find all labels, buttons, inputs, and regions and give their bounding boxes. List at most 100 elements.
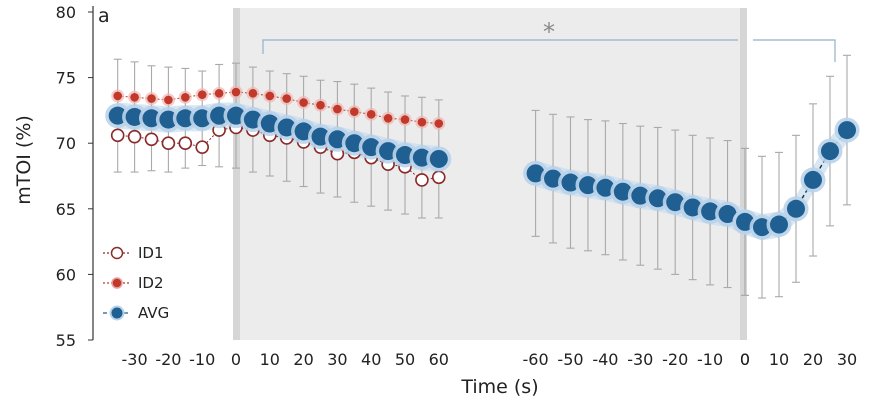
avg-point: [176, 109, 195, 128]
avg-point: [804, 170, 822, 189]
x-tick-label: -60: [523, 350, 549, 369]
avg-point: [429, 149, 448, 168]
avg-point: [561, 173, 580, 192]
avg-point: [718, 205, 737, 224]
significance-bracket-left: [262, 39, 738, 54]
id2-point: [164, 95, 173, 105]
id2-point: [248, 89, 258, 98]
avg-point: [838, 121, 856, 140]
avg-point: [159, 110, 178, 129]
data-point-layer: [105, 85, 860, 240]
x-tick-label: 20: [803, 350, 823, 369]
id2-point: [265, 91, 275, 101]
avg-point: [108, 106, 127, 125]
id1-point: [195, 140, 209, 154]
avg-point: [666, 193, 685, 212]
avg-point: [578, 176, 597, 195]
id1-point: [178, 136, 193, 150]
x-tick-label: 50: [395, 350, 415, 369]
id2-point: [130, 92, 139, 102]
avg-point: [648, 189, 667, 208]
avg-point: [770, 215, 788, 234]
avg-point: [753, 218, 771, 237]
id2-point: [434, 119, 444, 128]
avg-point: [613, 182, 632, 201]
avg-point: [596, 178, 615, 197]
id1-point: [415, 173, 429, 187]
id2-point: [417, 117, 427, 127]
legend-id2-label: ID2: [138, 274, 164, 292]
id2-point: [197, 90, 207, 99]
x-tick-label: 10: [769, 350, 789, 369]
x-tick-label: 30: [327, 350, 347, 369]
avg-point: [142, 109, 161, 128]
x-tick-label: -30: [122, 350, 148, 369]
id2-point: [333, 104, 342, 114]
avg-point: [193, 109, 212, 128]
id2-point: [147, 94, 156, 103]
id1-point: [110, 128, 125, 143]
x-tick-label: -40: [592, 350, 618, 369]
avg-point: [412, 148, 431, 167]
avg-point: [396, 146, 414, 165]
y-tick-label: 70: [56, 134, 76, 153]
significance-bracket-right: [753, 39, 836, 62]
legend-avg-label: AVG: [138, 304, 169, 322]
id2-point: [383, 113, 393, 123]
x-tick-label: -10: [189, 350, 215, 369]
id2-point: [299, 98, 308, 107]
x-tick-label: 10: [260, 350, 280, 369]
y-tick-label: 55: [56, 331, 76, 350]
region-end-line: [740, 8, 747, 340]
y-tick-label: 60: [56, 265, 76, 284]
y-axis-title: mTOI (%): [13, 115, 35, 205]
y-tick-label: 75: [56, 69, 76, 88]
avg-point: [526, 164, 545, 183]
avg-point: [631, 186, 650, 205]
region-start-line: [233, 8, 240, 340]
avg-point: [736, 212, 754, 231]
avg-point: [821, 142, 839, 161]
x-tick-label: -20: [662, 350, 688, 369]
id2-point: [400, 115, 410, 124]
id1-point: [127, 129, 142, 144]
avg-point: [125, 107, 144, 126]
x-tick-label: 40: [361, 350, 381, 369]
legend: ID1 ID2 AVG: [103, 244, 169, 322]
x-tick-label: -20: [155, 350, 181, 369]
avg-point: [210, 106, 229, 125]
x-tick-label: 30: [837, 350, 857, 369]
intervention-region: [236, 8, 745, 340]
axis-layer: 55 60 65 70 75 80 -30 -20 -10 0 10 20 30 40 50 60 -60 -50…: [56, 3, 858, 369]
x-tick-label: 0: [740, 350, 750, 369]
x-tick-label: 60: [429, 350, 449, 369]
avg-point: [787, 199, 805, 218]
id2-point: [316, 100, 325, 110]
legend-id2-marker: [111, 277, 123, 289]
x-tick-label: 20: [293, 350, 313, 369]
id2-point: [231, 87, 241, 97]
significance-marker: *: [543, 18, 555, 46]
id1-point: [161, 136, 176, 150]
id2-point: [113, 91, 122, 101]
avg-point: [311, 127, 330, 146]
id2-point: [350, 107, 359, 117]
avg-point: [683, 198, 702, 217]
id1-point: [431, 170, 446, 185]
panel-label: a: [98, 5, 110, 27]
x-tick-label: 0: [231, 350, 241, 369]
legend-avg-marker: [109, 305, 125, 321]
id1-point: [144, 132, 159, 147]
y-tick-label: 80: [56, 3, 76, 22]
avg-point: [701, 202, 720, 221]
x-tick-label: -10: [697, 350, 723, 369]
id2-point: [366, 110, 376, 119]
x-tick-label: -30: [627, 350, 653, 369]
id2-point: [282, 94, 292, 103]
x-tick-label: -50: [557, 350, 583, 369]
x-axis-title: Time (s): [460, 376, 538, 398]
id2-point: [181, 92, 190, 102]
avg-point: [544, 169, 563, 188]
id2-point: [214, 89, 224, 98]
